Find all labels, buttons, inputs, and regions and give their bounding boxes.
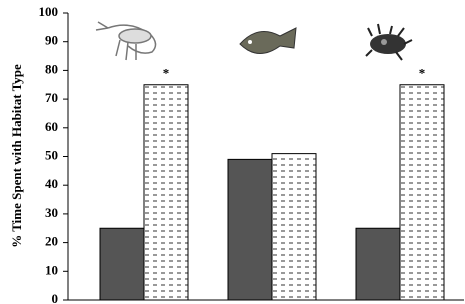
y-tick-label: 80 xyxy=(45,61,58,76)
fish-icon xyxy=(240,28,296,54)
y-tick-label: 90 xyxy=(45,33,58,48)
y-tick-label: 40 xyxy=(45,176,58,191)
y-tick-label: 60 xyxy=(45,119,58,134)
scorpionfish-icon xyxy=(366,24,412,60)
bar xyxy=(228,159,272,300)
shrimp-icon xyxy=(96,22,156,60)
y-tick-label: 70 xyxy=(45,90,58,105)
y-tick-label: 50 xyxy=(45,147,58,162)
bar xyxy=(356,228,400,300)
bar xyxy=(272,154,316,300)
bar xyxy=(400,85,444,300)
y-tick-label: 20 xyxy=(45,234,58,249)
y-tick-label: 10 xyxy=(45,262,58,277)
chart: % Time Spent with Habitat Type 0 10 20 30 40… xyxy=(0,0,465,304)
y-tick-label: 100 xyxy=(39,4,59,19)
bar xyxy=(144,85,188,300)
page: % Time Spent with Habitat Type 0 10 20 30 40… xyxy=(0,0,465,304)
y-tick-label: 0 xyxy=(52,291,59,304)
y-axis-label: % Time Spent with Habitat Type xyxy=(9,64,24,248)
significance-marker: * xyxy=(419,66,426,81)
bar xyxy=(100,228,144,300)
y-tick-label: 30 xyxy=(45,205,58,220)
significance-marker: * xyxy=(163,66,170,81)
